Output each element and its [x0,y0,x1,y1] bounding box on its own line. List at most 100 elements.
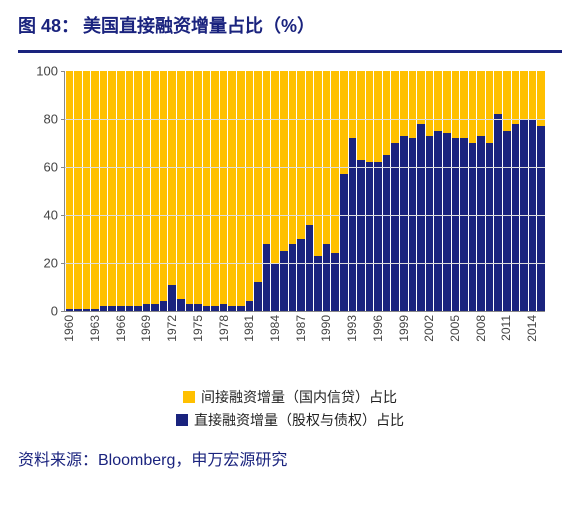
bar-segment-direct [194,304,202,311]
bar [443,71,451,311]
bars [65,71,545,311]
bar-segment-indirect [426,71,434,136]
bar-segment-direct [228,306,236,311]
bar-segment-indirect [417,71,425,124]
x-tick-label: 1990 [319,315,333,342]
bar-segment-indirect [314,71,322,256]
bar-segment-indirect [503,71,511,131]
bar-segment-indirect [443,71,451,133]
bar-segment-direct [160,301,168,311]
title-divider [18,50,562,53]
bar-segment-direct [143,304,151,311]
x-tick-label: 1996 [371,315,385,342]
bar-segment-indirect [486,71,494,143]
bar-segment-indirect [512,71,520,124]
bar-segment-direct [426,136,434,311]
bar [486,71,494,311]
bar-segment-indirect [357,71,365,160]
bar-segment-indirect [289,71,297,244]
bar-segment-indirect [143,71,151,304]
bar [374,71,382,311]
chart-area: 020406080100 196019631966196919721975197… [30,71,550,381]
bar [323,71,331,311]
bar-segment-direct [263,244,271,311]
figure-number: 图 48： [18,12,79,38]
legend-label-indirect: 间接融资增量（国内信贷）占比 [201,387,397,407]
bar [108,71,116,311]
bar-segment-direct [306,225,314,311]
legend-swatch-direct [176,414,188,426]
bar-segment-indirect [117,71,125,306]
bar-segment-direct [254,282,262,311]
bar-segment-indirect [477,71,485,136]
bar-segment-direct [409,138,417,311]
legend: 间接融资增量（国内信贷）占比 直接融资增量（股权与债权）占比 [18,387,562,430]
x-tick-label: 1984 [268,315,282,342]
bar-segment-direct [66,309,74,311]
bar [537,71,545,311]
x-tick-label: 1975 [191,315,205,342]
x-tick-label: 1969 [139,315,153,342]
bar-segment-indirect [434,71,442,131]
y-axis: 020406080100 [30,71,62,311]
bar-segment-indirect [383,71,391,155]
bar-segment-direct [177,299,185,311]
bar-segment-indirect [529,71,537,119]
bar-segment-indirect [537,71,545,126]
source-text: 资料来源：Bloomberg，申万宏源研究 [18,446,562,470]
bar-segment-indirect [220,71,228,304]
y-tick-label: 80 [44,112,58,127]
bar [271,71,279,311]
bar-segment-direct [357,160,365,311]
bar-segment-direct [512,124,520,311]
bar-segment-direct [391,143,399,311]
bar-segment-indirect [306,71,314,225]
bar [366,71,374,311]
bar-segment-direct [108,306,116,311]
bar-segment-indirect [494,71,502,114]
bar-segment-direct [443,133,451,311]
bar-segment-indirect [452,71,460,138]
figure-title-text: 美国直接融资增量占比（%） [83,12,315,38]
bar [91,71,99,311]
bar-segment-direct [340,174,348,311]
x-tick-label: 2005 [448,315,462,342]
bar [426,71,434,311]
bar-segment-indirect [177,71,185,299]
x-tick-label: 2011 [499,315,513,341]
y-tick-label: 100 [36,64,58,79]
bar-segment-indirect [100,71,108,306]
x-tick-label: 2002 [422,315,436,342]
bar [228,71,236,311]
bar-segment-direct [289,244,297,311]
x-tick-label: 2014 [525,315,539,342]
bar [452,71,460,311]
bar-segment-direct [452,138,460,311]
bar-segment-indirect [297,71,305,239]
bar-segment-indirect [186,71,194,304]
y-tick-label: 40 [44,208,58,223]
x-tick-label: 1978 [217,315,231,342]
bar [460,71,468,311]
y-tick-label: 20 [44,256,58,271]
bar [340,71,348,311]
bar-segment-indirect [323,71,331,244]
bar-segment-direct [349,138,357,311]
bar [134,71,142,311]
x-tick-label: 1960 [62,315,76,342]
bar-segment-direct [134,306,142,311]
bar-segment-indirect [66,71,74,309]
bar [469,71,477,311]
bar [383,71,391,311]
bar-segment-direct [460,138,468,311]
bar [434,71,442,311]
bar-segment-indirect [151,71,159,304]
bar [143,71,151,311]
bar [503,71,511,311]
bar-segment-direct [417,124,425,311]
bar [74,71,82,311]
bar [280,71,288,311]
bar [186,71,194,311]
x-tick-label: 1963 [88,315,102,342]
bar-segment-indirect [469,71,477,143]
